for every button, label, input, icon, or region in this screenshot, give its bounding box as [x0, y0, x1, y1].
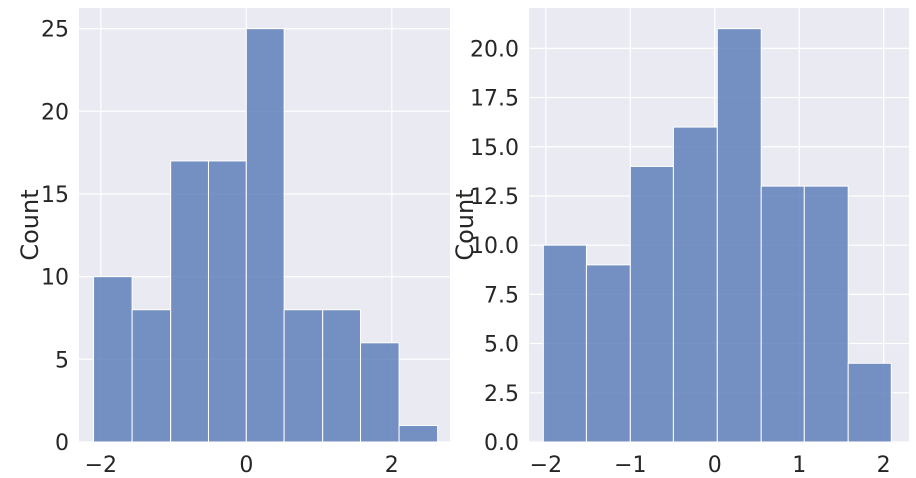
histogram-bar	[803, 185, 849, 443]
chart-panel-2: 0.0 2.5 5.0 7.5 10.0 12.5 15.0 17.5 20.0 −2 −1 0 1 2 C…	[451, 8, 909, 478]
histogram-bar	[207, 160, 247, 443]
y-tick-label: 20.0	[470, 37, 519, 62]
histogram-bar	[542, 244, 587, 443]
histogram-bar	[131, 309, 172, 443]
x-tick-label: 1	[792, 453, 806, 478]
x-tick-label: −2	[530, 453, 562, 478]
y-tick-label: 15	[41, 183, 69, 208]
x-tick-label: 0	[239, 453, 253, 478]
histogram-bar	[672, 126, 718, 443]
histogram-bar	[716, 28, 762, 443]
histogram-bar	[283, 309, 324, 443]
y-axis-label: Count	[451, 189, 479, 260]
histogram-bar	[629, 165, 674, 443]
y-tick-label: 2.5	[484, 382, 519, 407]
x-tick-label: −2	[85, 453, 117, 478]
x-tick-label: 2	[385, 453, 399, 478]
y-tick-label: 12.5	[470, 185, 519, 210]
x-tick-label: 2	[877, 453, 891, 478]
histogram-bar	[360, 342, 400, 443]
histogram-bar	[245, 28, 285, 443]
y-tick-label: 10.0	[470, 234, 519, 259]
histogram-bar	[760, 185, 805, 443]
chart-panel-1: 0 5 10 15 20 25 −2 0 2 Count	[16, 8, 450, 478]
x-tick-label: 0	[708, 453, 722, 478]
y-tick-label: 5.0	[484, 333, 519, 358]
y-tick-label: 15.0	[470, 136, 519, 161]
histogram-bar	[322, 309, 362, 443]
y-tick-label: 0	[55, 431, 69, 456]
y-tick-label: 5	[55, 348, 69, 373]
y-tick-label: 25	[41, 18, 69, 43]
histogram-bar	[170, 160, 209, 443]
y-tick-label: 17.5	[470, 87, 519, 112]
y-axis-label: Count	[16, 189, 44, 260]
y-tick-label: 7.5	[484, 283, 519, 308]
histogram-bar	[93, 276, 133, 443]
x-tick-label: −1	[614, 453, 646, 478]
y-tick-label: 10	[41, 266, 69, 291]
y-tick-label: 20	[41, 100, 69, 125]
histogram-bar	[847, 362, 892, 443]
histogram-bar	[585, 264, 631, 443]
y-tick-label: 0.0	[484, 431, 519, 456]
histogram-bar	[398, 424, 439, 443]
